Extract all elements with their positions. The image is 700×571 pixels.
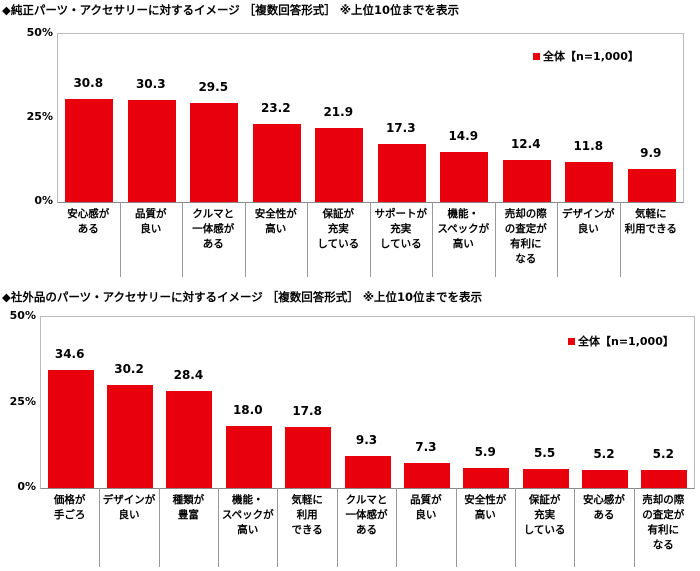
bar — [627, 168, 676, 202]
plot-area — [40, 316, 695, 489]
data-label: 9.9 — [640, 145, 662, 160]
legend-swatch — [533, 53, 540, 60]
bar — [47, 369, 94, 488]
category-label: 売却の際 の査定が 有利に なる — [504, 208, 547, 265]
data-label: 17.3 — [385, 120, 416, 135]
category-separator — [494, 202, 496, 277]
category-separator — [307, 202, 308, 277]
category-separator — [619, 202, 621, 277]
bar — [107, 384, 154, 488]
data-label: 30.8 — [73, 75, 104, 90]
category-label: 安全性が 高い — [464, 494, 507, 521]
data-label: 18.0 — [232, 403, 263, 418]
bar — [463, 467, 510, 488]
category-separator — [158, 488, 160, 567]
category-label: 安全性が 高い — [254, 208, 297, 235]
data-label: 30.2 — [114, 361, 144, 376]
legend: 全体【n=1,000】 — [533, 48, 639, 64]
chart-title: ◆純正パーツ・アクセサリーに対するイメージ ［複数回答形式］ ※上位10位までを… — [2, 3, 459, 17]
data-label: 14.9 — [448, 128, 479, 143]
chart-title: ◆社外品のパーツ・アクセサリーに対するイメージ ［複数回答形式］ ※上位10位ま… — [2, 290, 482, 304]
data-label: 28.4 — [173, 367, 204, 382]
category-separator — [557, 202, 558, 277]
legend: 全体【n=1,000】 — [568, 333, 674, 349]
category-label: クルマと 一体感が ある — [345, 494, 388, 536]
category-label: 安心感が ある — [67, 208, 110, 235]
category-label: デザインが 良い — [102, 494, 156, 521]
data-label: 21.9 — [323, 105, 354, 120]
data-label: 11.8 — [573, 139, 604, 154]
category-label: 売却の際 の査定が 有利に なる — [642, 494, 685, 551]
category-label: デザインが 良い — [562, 208, 615, 235]
category-label: サポートが 充実 している — [374, 208, 428, 250]
category-separator — [455, 488, 457, 567]
bar — [377, 143, 426, 202]
data-label: 7.3 — [415, 440, 437, 455]
data-label: 5.2 — [652, 447, 674, 462]
category-separator — [633, 488, 635, 567]
category-label: 保証が 充実 している — [317, 208, 360, 250]
legend-swatch — [568, 338, 575, 345]
category-label: 品質が 良い — [135, 208, 167, 235]
bar — [225, 426, 272, 488]
data-label: 5.9 — [474, 444, 496, 459]
category-separator — [119, 202, 121, 277]
category-label: 安心感が ある — [582, 494, 625, 521]
data-label: 12.4 — [510, 137, 541, 152]
bar — [641, 470, 688, 488]
data-label: 30.3 — [135, 77, 166, 92]
bar — [65, 98, 114, 202]
data-label: 17.8 — [292, 404, 322, 419]
bar — [403, 463, 450, 488]
y-tick-label: 0% — [34, 194, 53, 207]
category-label: 機能・ スペックが 高い — [437, 208, 490, 250]
data-label: 9.3 — [355, 433, 378, 448]
bar — [190, 102, 239, 202]
category-label: 気軽に 利用できる — [624, 208, 677, 235]
bar — [315, 128, 364, 202]
bar — [285, 427, 332, 488]
data-label: 34.6 — [54, 346, 85, 361]
y-tick-label: 50% — [26, 26, 53, 39]
y-tick-label: 0% — [17, 480, 36, 493]
category-label: 価格が 手ごろ — [53, 494, 86, 521]
category-label: 気軽に 利用 できる — [291, 494, 323, 536]
bar — [522, 469, 569, 488]
category-separator — [432, 202, 433, 277]
y-tick-label: 50% — [9, 309, 36, 322]
category-separator — [396, 488, 398, 567]
category-separator — [277, 488, 279, 567]
plot-area — [57, 33, 684, 203]
bar — [502, 160, 551, 202]
data-label: 5.5 — [533, 446, 556, 461]
category-separator — [99, 488, 101, 567]
y-tick-label: 25% — [9, 394, 36, 408]
category-separator — [369, 202, 371, 277]
category-separator — [218, 488, 220, 567]
legend-label: 全体【n=1,000】 — [578, 335, 674, 348]
bar — [581, 470, 628, 488]
data-label: 23.2 — [260, 101, 291, 116]
bar — [252, 124, 301, 202]
category-separator — [514, 488, 516, 567]
y-tick-label: 25% — [26, 110, 53, 123]
category-separator — [182, 202, 183, 277]
category-separator — [574, 488, 576, 567]
category-label: 種類が 豊富 — [172, 494, 205, 521]
category-label: 品質が 良い — [410, 494, 442, 521]
data-label: 29.5 — [198, 79, 229, 94]
legend-label: 全体【n=1,000】 — [543, 50, 639, 63]
category-label: 保証が 充実 している — [523, 494, 566, 536]
category-label: クルマと 一体感が ある — [192, 208, 235, 250]
category-label: 機能・ スペックが 高い — [221, 494, 274, 536]
bar — [166, 390, 213, 488]
bar — [440, 151, 489, 202]
category-separator — [244, 202, 246, 277]
category-separator — [336, 488, 338, 567]
bar — [127, 100, 176, 202]
bar — [344, 456, 391, 488]
bar — [565, 162, 614, 202]
data-label: 5.2 — [593, 447, 615, 462]
